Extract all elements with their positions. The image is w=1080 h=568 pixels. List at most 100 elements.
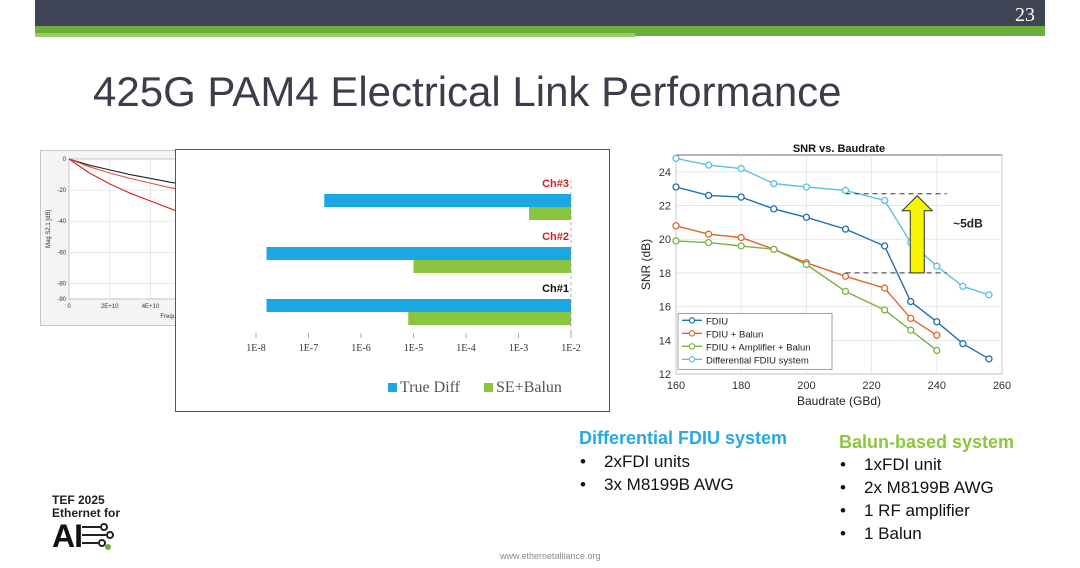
- s21-y-tick: -40: [57, 219, 66, 225]
- snr-data-point: [841, 272, 850, 280]
- snr-y-tick: 14: [659, 335, 671, 347]
- snr-data-point: [907, 326, 915, 334]
- snr-data-point: [672, 237, 680, 245]
- footer-url: www.ethernetalliance.org: [500, 551, 601, 561]
- snr-data-point: [672, 222, 680, 230]
- ber-x-tick: 1E-2: [561, 343, 580, 354]
- snr-data-point: [933, 262, 941, 270]
- snr-legend-label: FDIU + Balun: [706, 329, 763, 340]
- snr-data-point: [841, 287, 850, 296]
- snr-data-point: [802, 260, 811, 269]
- snr-legend-marker: [688, 356, 696, 363]
- snr-x-tick: 240: [928, 380, 946, 392]
- slide-number: 23: [1015, 4, 1035, 26]
- snr-y-label: SNR (dB): [639, 239, 653, 290]
- snr-legend-label: Differential FDIU system: [706, 355, 809, 366]
- snr-data-point: [737, 164, 745, 173]
- ber-legend-label: True Diff: [400, 379, 461, 396]
- ber-x-tick: 1E-6: [351, 343, 370, 354]
- s21-y-tick: -90: [57, 297, 66, 303]
- balun-system-list: • 1xFDI unit • 2x M8199B AWG • 1 RF amplifi…: [840, 455, 994, 547]
- event-logo: TEF 2025 Ethernet for AI: [52, 493, 122, 554]
- snr-data-point: [770, 205, 778, 213]
- logo-line-2: Ethernet for: [52, 506, 121, 520]
- snr-x-label: Baudrate (GBd): [797, 394, 881, 408]
- snr-data-point: [880, 306, 889, 314]
- snr-data-point: [770, 245, 778, 253]
- snr-data-point: [933, 331, 941, 339]
- snr-x-tick: 200: [797, 380, 815, 392]
- s21-y-tick: -60: [57, 250, 66, 256]
- ber-bar: [413, 260, 571, 273]
- snr-legend-marker: [688, 317, 696, 324]
- list-item: • 1 Balun: [840, 524, 922, 543]
- snr-x-tick: 180: [732, 380, 750, 392]
- list-item: • 1 RF amplifier: [840, 501, 970, 520]
- snr-data-point: [737, 242, 745, 250]
- snr-title: SNR vs. Baudrate: [793, 143, 885, 155]
- slide-title: 425G PAM4 Electrical Link Performance: [93, 68, 842, 115]
- logo-line-1: TEF 2025: [52, 493, 105, 507]
- differential-system-title: Differential FDIU system: [579, 428, 788, 448]
- snr-legend-box: [677, 312, 833, 370]
- s21-y-tick: -80: [57, 281, 66, 287]
- ber-legend-label: SE+Balun: [496, 379, 562, 396]
- ber-bar: [324, 194, 571, 207]
- ber-bar: [529, 207, 571, 220]
- snr-data-point: [704, 191, 713, 200]
- snr-data-point: [985, 291, 993, 299]
- list-item: • 2x M8199B AWG: [840, 478, 994, 497]
- ber-category-label: Ch#1: [542, 283, 569, 295]
- s21-x-tick: 2E+10: [101, 304, 119, 310]
- snr-y-tick: 24: [659, 167, 671, 179]
- snr-chart-panel: SNR vs. Baudrate 160 180 200 220 240 260 12 14 16…: [630, 138, 1020, 413]
- snr-data-point: [959, 340, 967, 348]
- ber-bar: [408, 312, 571, 325]
- snr-legend-marker: [688, 343, 696, 350]
- ber-category-label: Ch#3: [542, 178, 569, 190]
- snr-x-tick: 220: [862, 380, 880, 392]
- snr-data-point: [933, 346, 941, 355]
- ber-x-tick: 1E-4: [456, 343, 475, 354]
- logo-ai-text: AI: [52, 518, 83, 554]
- snr-y-tick: 18: [659, 268, 671, 280]
- s21-x-tick: 4E+10: [142, 304, 160, 310]
- header-accent-bar: [35, 26, 1045, 36]
- ber-legend-swatch: [388, 383, 397, 392]
- snr-data-point: [802, 213, 811, 221]
- snr-legend-label: FDIU: [706, 316, 728, 327]
- ber-chart-panel: 1E-8 1E-7 1E-6 1E-5 1E-4 1E-3 1E-2 Ch#3 Ch#2 Ch#1…: [175, 149, 610, 412]
- snr-legend-marker: [688, 330, 696, 337]
- snr-data-point: [737, 233, 745, 242]
- up-arrow-icon: [901, 195, 934, 274]
- snr-data-point: [880, 284, 889, 292]
- snr-data-point: [907, 297, 915, 306]
- snr-y-tick: 16: [659, 302, 671, 314]
- snr-data-point: [841, 225, 850, 233]
- snr-data-point: [880, 242, 889, 250]
- snr-data-point: [933, 318, 941, 326]
- snr-data-point: [672, 154, 680, 163]
- snr-data-point: [985, 355, 993, 363]
- snr-annotation-label: ~5dB: [953, 216, 983, 230]
- snr-chart: SNR vs. Baudrate 160 180 200 220 240 260 12 14 16…: [639, 143, 1011, 408]
- snr-data-point: [704, 238, 713, 247]
- list-item: • 3x M8199B AWG: [580, 475, 734, 494]
- circuit-icon: [82, 523, 114, 550]
- ber-x-tick: 1E-5: [404, 343, 423, 354]
- snr-x-tick: 260: [993, 380, 1011, 392]
- snr-data-point: [672, 183, 680, 191]
- snr-y-tick: 22: [659, 201, 671, 213]
- ber-x-tick: 1E-7: [299, 343, 318, 354]
- differential-system-list: • 2xFDI units • 3x M8199B AWG: [580, 452, 734, 498]
- ber-bar: [266, 247, 571, 260]
- s21-y-tick: -20: [57, 188, 66, 194]
- ber-legend-swatch: [484, 383, 493, 392]
- snr-data-point: [959, 282, 967, 291]
- snr-y-tick: 20: [659, 234, 671, 246]
- ber-chart: 1E-8 1E-7 1E-6 1E-5 1E-4 1E-3 1E-2 Ch#3 Ch#2 Ch#1…: [246, 178, 580, 396]
- s21-x-tick: 0: [67, 304, 71, 310]
- snr-data-point: [907, 314, 915, 323]
- balun-system-title: Balun-based system: [839, 432, 1015, 452]
- snr-data-point: [704, 230, 713, 238]
